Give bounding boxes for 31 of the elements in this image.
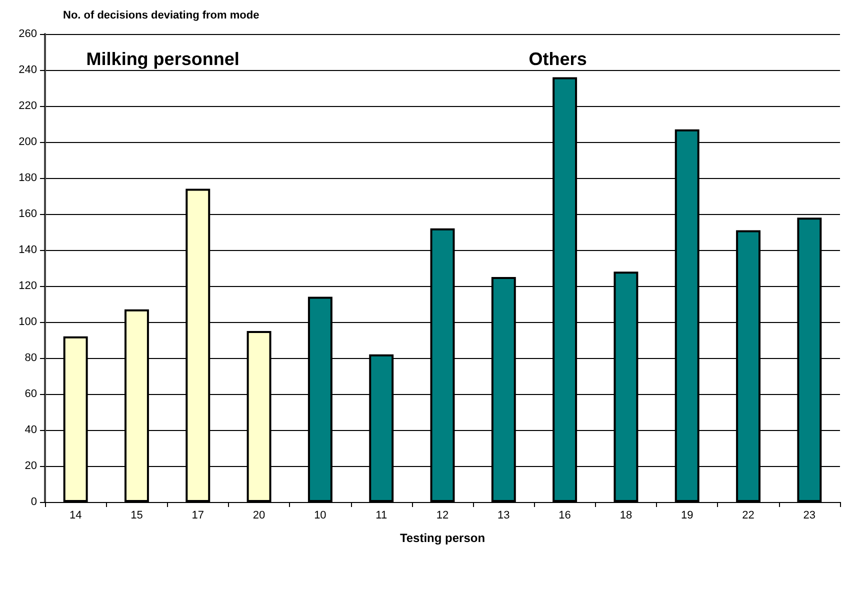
y-tick-label: 120 [18, 280, 37, 292]
x-axis-title: Testing person [400, 531, 486, 545]
x-tick-label: 13 [498, 510, 510, 522]
x-tick-label: 23 [803, 510, 816, 522]
y-tick-label: 80 [24, 352, 37, 364]
y-axis-title: No. of decisions deviating from mode [63, 10, 260, 22]
x-tick-label: 15 [130, 510, 143, 522]
y-tick-label: 160 [18, 208, 37, 220]
y-tick-label: 240 [18, 64, 37, 76]
x-tick-label: 10 [314, 510, 326, 522]
annotation: Others [528, 49, 587, 69]
y-tick-label: 60 [24, 388, 37, 400]
y-tick-label: 200 [18, 136, 37, 148]
y-tick-label: 220 [18, 100, 37, 112]
x-tick-label: 17 [192, 510, 204, 522]
x-tick-label: 11 [376, 510, 388, 522]
annotation: Milking personnel [86, 49, 240, 69]
y-tick-label: 180 [18, 172, 37, 184]
x-tick-label: 18 [620, 510, 632, 522]
x-tick-label: 19 [680, 510, 694, 522]
y-tick-label: 100 [18, 316, 37, 328]
x-tick-label: 16 [558, 510, 571, 522]
y-tick-label: 20 [24, 460, 37, 472]
x-tick-label: 12 [436, 510, 449, 522]
x-tick-label: 14 [69, 510, 82, 522]
y-tick-label: 140 [18, 244, 37, 256]
y-tick-label: 260 [18, 28, 37, 40]
x-tick-label: 22 [742, 510, 754, 522]
x-tick-label: 20 [252, 510, 266, 522]
y-tick-label: 40 [24, 424, 37, 436]
y-tick-label: 0 [30, 496, 37, 508]
